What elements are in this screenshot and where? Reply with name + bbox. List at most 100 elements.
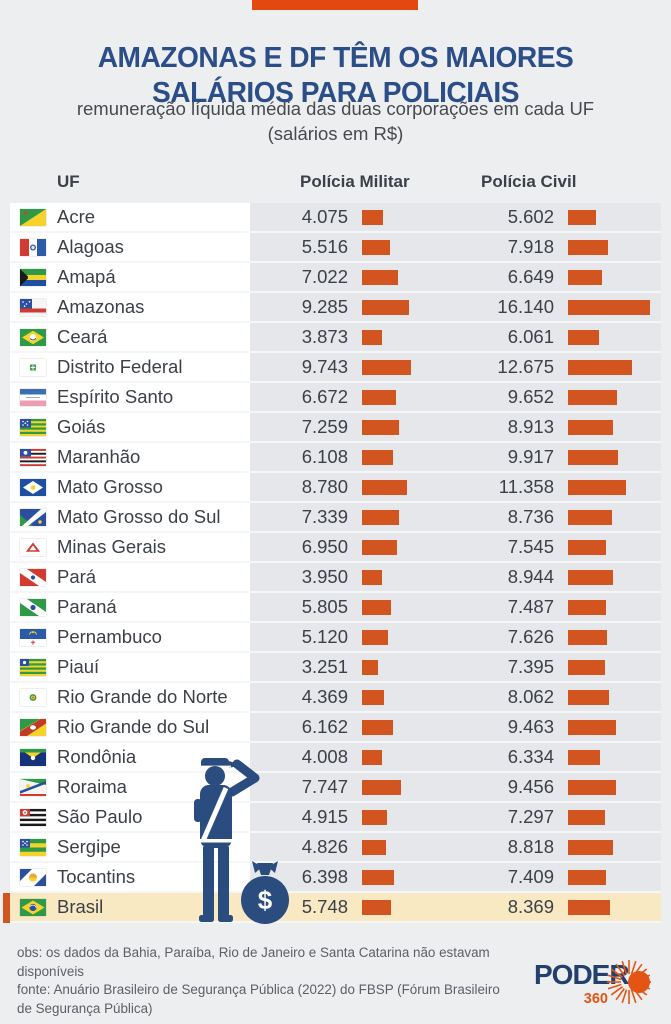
police-officer-illustration: $ [188,752,290,927]
policia-civil-bar [568,539,606,555]
table-row: Alagoas 5.516 7.918 [10,233,661,263]
policia-civil-value: 8.062 [507,686,554,707]
policia-militar-bar [362,509,399,525]
policia-militar-value: 9.743 [301,356,348,377]
policia-militar-bar-cell [348,659,454,675]
uf-cell: Pará [10,563,250,591]
policia-civil-bar-cell [554,419,661,435]
policia-militar-bar [362,299,409,315]
salary-table: Acre 4.075 5.602 Alagoas 5.516 7.918 Amapá 7.02… [3,203,661,923]
policia-militar-bar-cell [348,299,454,315]
policia-civil-bar-cell [554,479,661,495]
policia-militar-bar-cell [348,419,454,435]
uf-cell: Acre [10,203,250,231]
policia-civil-bar-cell [554,449,661,465]
policia-civil-bar [568,269,602,285]
policia-civil-value: 6.649 [507,266,554,287]
table-row: Paraná 5.805 7.487 [10,593,661,623]
policia-civil-bar [568,509,612,525]
policia-militar-value: 7.747 [301,776,348,797]
table-row: Minas Gerais 6.950 7.545 [10,533,661,563]
uf-name: Alagoas [57,236,124,257]
uf-cell: Amazonas [10,293,250,321]
policia-civil-bar-cell [554,839,661,855]
policia-civil-value: 7.297 [507,806,554,827]
policia-civil-value: 9.917 [507,446,554,467]
uf-name: Pernambuco [57,626,162,647]
policia-civil-bar [568,809,605,825]
uf-cell: Rondônia [10,743,250,771]
flag-amazonas-icon [20,298,46,316]
money-bag-icon: $ [241,861,289,924]
police-officer-graphic: $ [194,758,289,924]
table-row: Sergipe 4.826 8.818 [10,833,661,863]
policia-civil-value: 12.675 [497,356,554,377]
table-row: Roraima 7.747 9.456 [10,773,661,803]
table-row: Goiás 7.259 8.913 [10,413,661,443]
uf-name: Paraná [57,596,117,617]
policia-militar-value: 7.259 [301,416,348,437]
policia-civil-bar-cell [554,299,661,315]
uf-name: Ceará [57,326,108,347]
flag-to-icon [20,868,46,886]
table-row: Pernambuco 5.120 7.626 [10,623,661,653]
policia-militar-bar-cell [348,389,454,405]
policia-civil-value: 8.736 [507,506,554,527]
policia-militar-bar-cell [348,569,454,585]
flag-rn-icon [20,688,46,706]
flag-acre-icon [20,208,46,226]
policia-militar-value: 6.108 [301,446,348,467]
policia-civil-bar [568,749,600,765]
flag-rs-icon [20,718,46,736]
policia-civil-bar-cell [554,659,661,675]
flag-mg-icon [20,538,46,556]
uf-name: Rio Grande do Norte [57,686,228,707]
policia-militar-bar [362,209,383,225]
policia-militar-value: 4.826 [301,836,348,857]
policia-civil-value: 7.409 [507,866,554,887]
uf-cell: Rio Grande do Norte [10,683,250,711]
policia-militar-bar [362,869,394,885]
uf-name: Rondônia [57,746,137,767]
policia-militar-bar [362,659,378,675]
policia-militar-bar-cell [348,539,454,555]
policia-militar-value: 3.251 [301,656,348,677]
policia-militar-bar-cell [348,329,454,345]
uf-cell: Mato Grosso [10,473,250,501]
policia-civil-value: 7.395 [507,656,554,677]
policia-civil-bar [568,419,613,435]
policia-militar-bar [362,479,407,495]
policia-civil-bar [568,779,616,795]
table-row: Piauí 3.251 7.395 [10,653,661,683]
policia-militar-value: 7.022 [301,266,348,287]
policia-civil-value: 7.918 [507,236,554,257]
policia-civil-bar-cell [554,869,661,885]
policia-militar-bar [362,359,411,375]
policia-militar-bar-cell [348,449,454,465]
policia-civil-value: 8.944 [507,566,554,587]
policia-civil-bar-cell [554,779,661,795]
flag-ceara-icon [20,328,46,346]
policia-civil-value: 7.626 [507,626,554,647]
policia-militar-bar-cell [348,899,454,915]
policia-civil-value: 6.061 [507,326,554,347]
policia-militar-value: 6.398 [301,866,348,887]
uf-name: Maranhão [57,446,141,467]
policia-civil-bar [568,839,613,855]
officer-leg [218,846,229,918]
page-subtitle: remuneração líquida média das duas corpo… [0,96,671,146]
uf-name: Espírito Santo [57,386,174,407]
policia-militar-bar-cell [348,749,454,765]
column-headers: UF Polícia Militar Polícia Civil [0,172,671,196]
policia-civil-bar-cell [554,719,661,735]
policia-militar-bar-cell [348,509,454,525]
uf-cell: Distrito Federal [10,353,250,381]
policia-militar-bar-cell [348,719,454,735]
policia-militar-value: 5.805 [301,596,348,617]
flag-se-icon [20,838,46,856]
policia-militar-value: 4.075 [301,206,348,227]
title-line-2: SALÁRIOS PARA POLICIAIS [151,77,520,110]
column-header-policia-civil: Polícia Civil [481,172,577,191]
policia-civil-bar [568,689,609,705]
